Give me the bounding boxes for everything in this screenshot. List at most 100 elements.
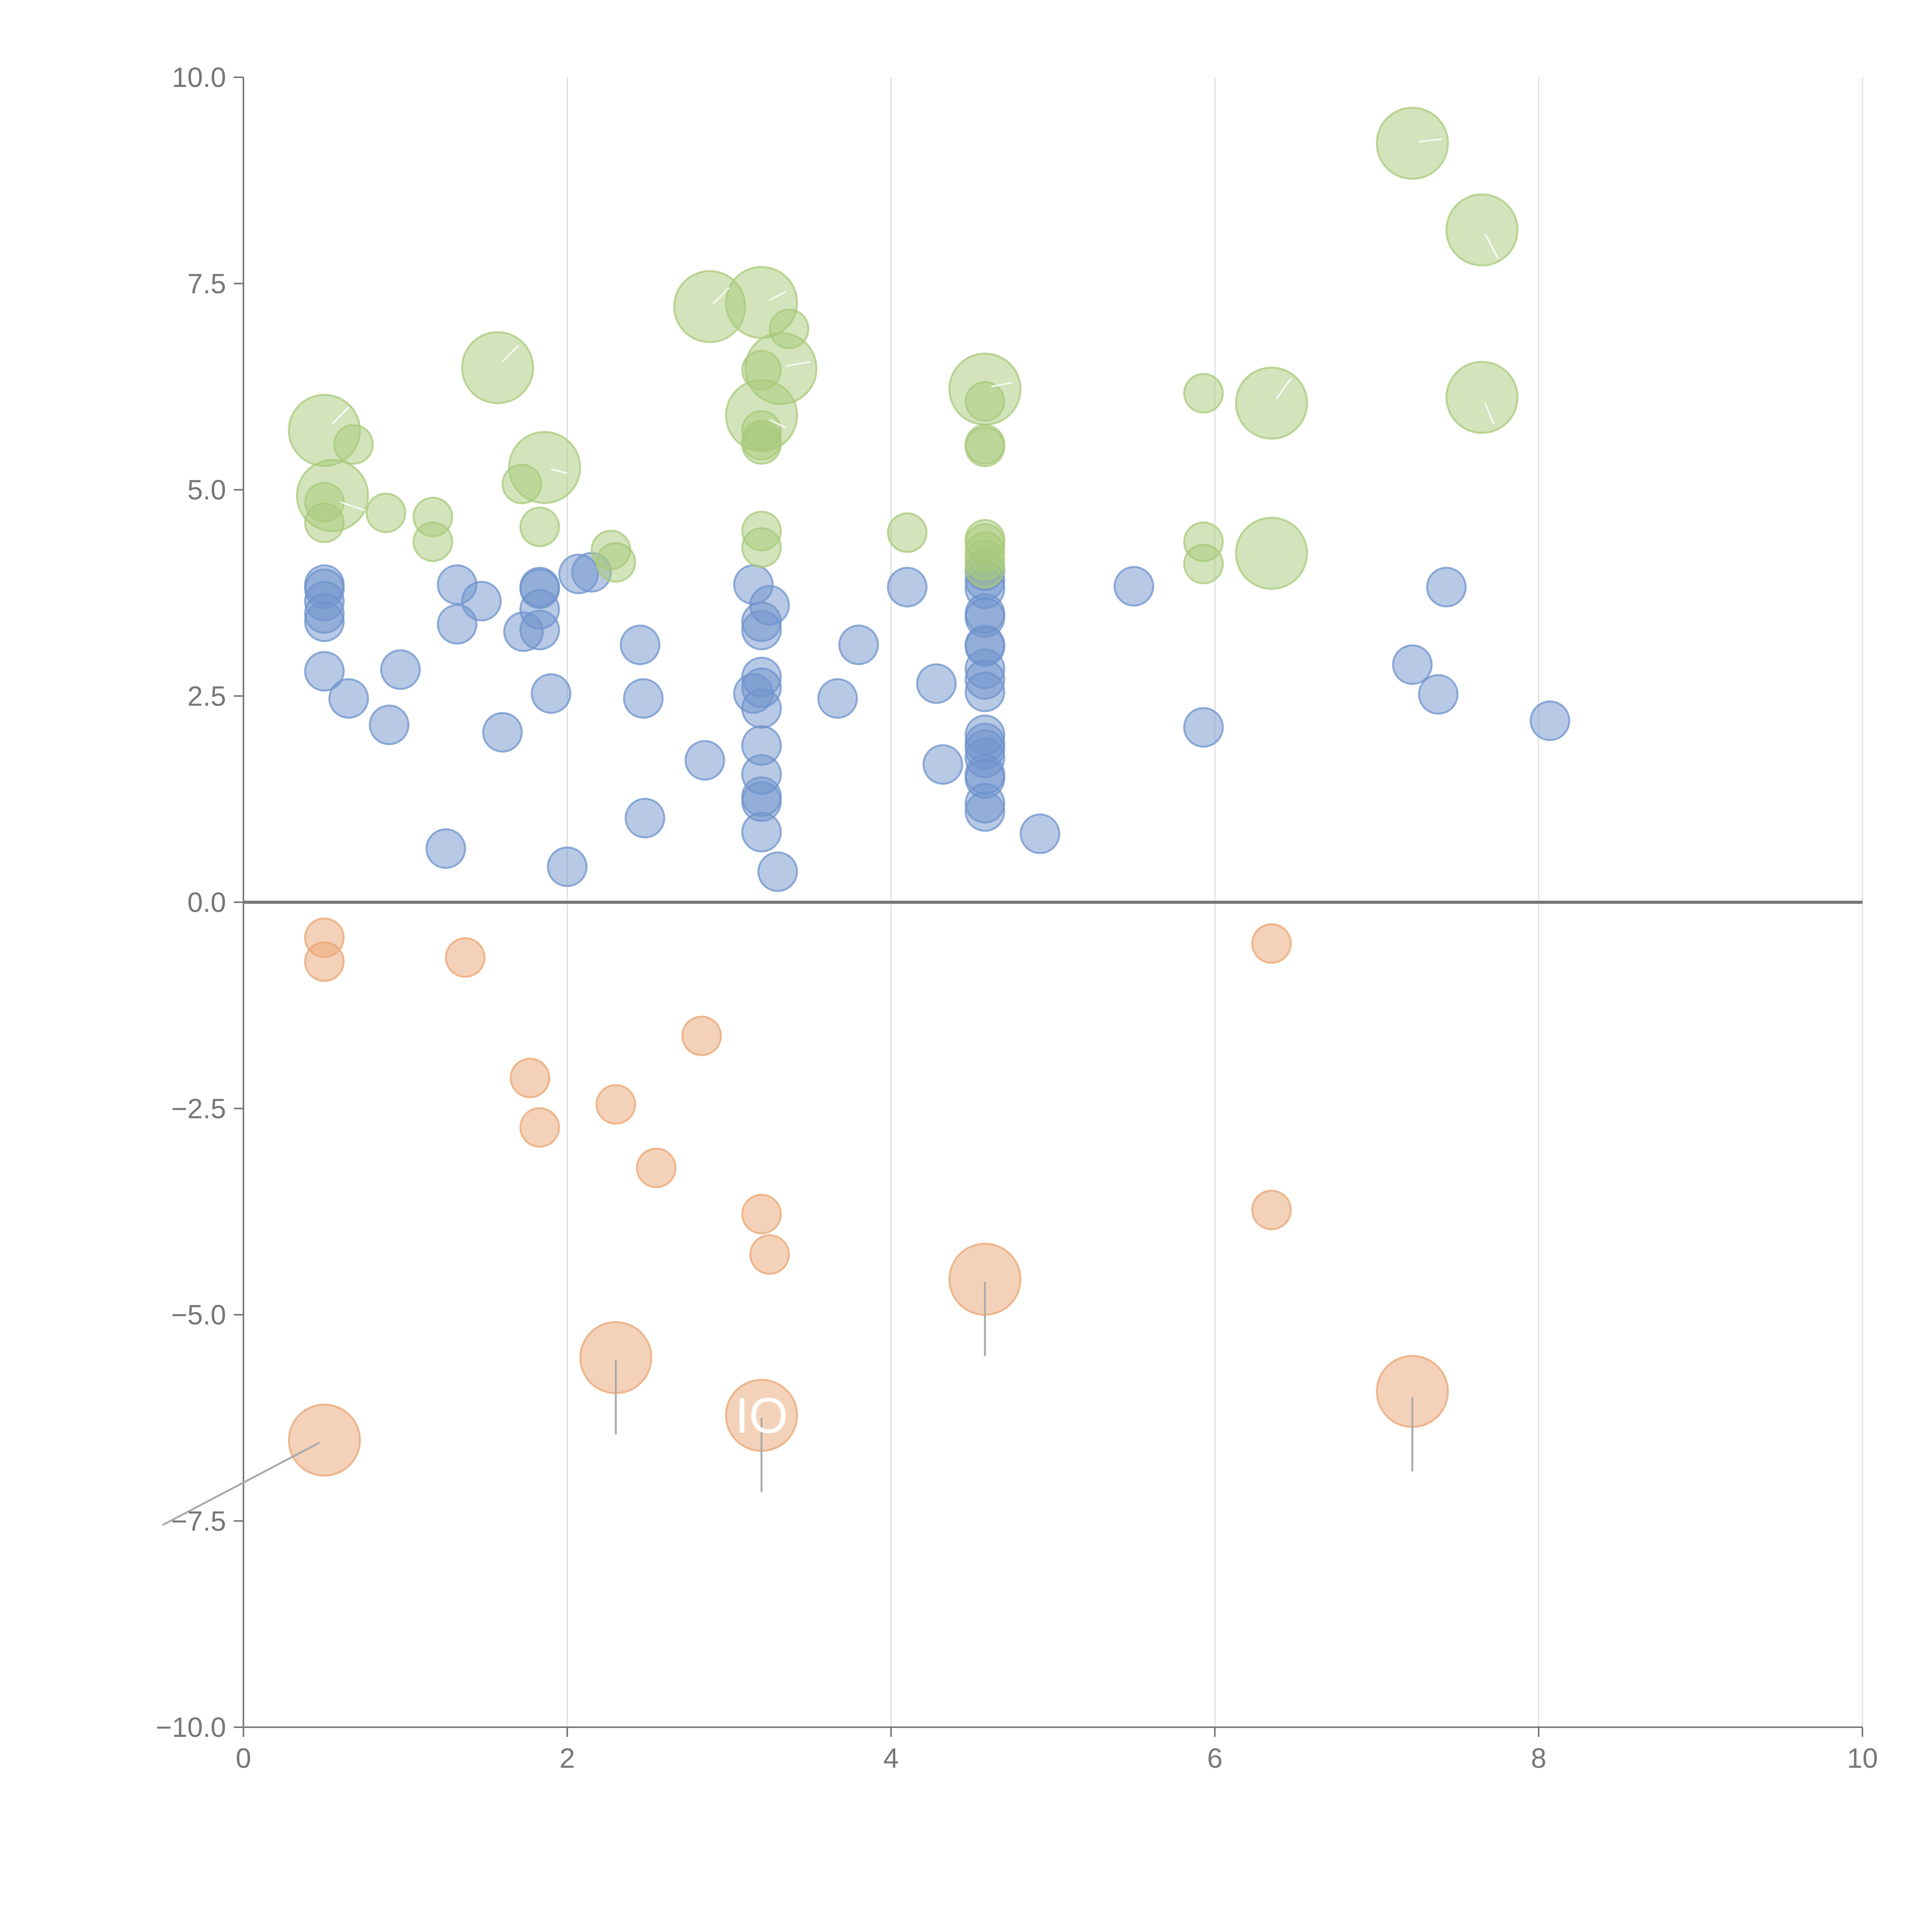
orange-bubble (741, 1194, 782, 1235)
blue-bubble (624, 798, 665, 838)
blue-bubble (519, 609, 560, 650)
blue-bubble (757, 851, 798, 892)
green-bubble (1445, 193, 1519, 267)
leader-line (551, 468, 568, 474)
x-tick-label: 4 (883, 1743, 899, 1774)
green-bubble (964, 548, 1005, 588)
orange-bubble (288, 1403, 361, 1477)
leader-line (340, 501, 365, 511)
leader-line (332, 406, 349, 425)
green-bubble (1183, 373, 1224, 414)
green-bubble (366, 492, 406, 533)
green-bubble (1235, 366, 1308, 440)
green-bubble (741, 424, 782, 465)
green-bubble (769, 308, 810, 349)
orange-bubble (595, 1084, 636, 1125)
blue-bubble (838, 624, 879, 665)
blue-bubble (461, 581, 502, 622)
bubble-annotation: IO (735, 1387, 788, 1444)
blue-bubble (741, 688, 782, 729)
x-tick-label: 6 (1207, 1743, 1223, 1774)
blue-bubble (1392, 644, 1433, 685)
green-bubble (1445, 361, 1519, 434)
y-tick-label: 5.0 (187, 475, 226, 506)
leader-lines (162, 138, 1499, 1526)
blue-bubble (741, 812, 782, 853)
y-tick-label: −5.0 (171, 1300, 226, 1331)
blue-bubble (380, 649, 421, 690)
green-bubble (964, 426, 1005, 467)
green-bubble (304, 502, 345, 543)
leader-line (502, 345, 519, 362)
blue-bubble (1114, 566, 1154, 607)
green-bubble (461, 331, 534, 405)
blue-bubble (916, 663, 957, 704)
orange-bubble (636, 1147, 677, 1188)
leader-line (769, 291, 786, 301)
green-bubble (508, 431, 581, 504)
y-tick-label: 0.0 (187, 887, 226, 918)
blue-bubble (922, 744, 963, 785)
x-tick-label: 2 (560, 1743, 575, 1774)
orange-bubble (681, 1015, 722, 1056)
blue-bubble (482, 712, 523, 753)
x-tick-label: 0 (236, 1743, 251, 1774)
blue-bubble (749, 585, 790, 626)
blue-bubble (328, 678, 369, 719)
blue-bubble (623, 678, 664, 719)
leader-line (162, 1442, 320, 1526)
orange-bubble (304, 941, 345, 982)
leader-line (769, 419, 786, 429)
orange-bubble (1251, 923, 1292, 964)
blue-bubble (304, 651, 345, 692)
blue-bubble (964, 791, 1005, 832)
green-bubble (1235, 517, 1308, 590)
blue-bubble (1183, 707, 1224, 748)
tick-labels: 0 2 4 6 8 10 10.0 7.5 5.0 2.5 0.0 −2.5 −5.0 −7.5 −10.0 (156, 62, 1878, 1774)
blue-bubble (1418, 674, 1459, 715)
y-tick-label: 10.0 (172, 62, 226, 93)
green-bubble (964, 381, 1005, 422)
blue-bubble (684, 740, 725, 781)
blue-bubble (1426, 566, 1467, 607)
blue-bubble (964, 672, 1005, 713)
blue-bubble (620, 624, 661, 665)
green-bubble (1376, 107, 1449, 180)
green-bubble (412, 521, 453, 562)
blue-bubble (817, 678, 858, 719)
blue-bubble (304, 601, 345, 642)
x-tick-label: 8 (1531, 1743, 1546, 1774)
orange-bubble (519, 1107, 560, 1148)
axes (234, 77, 1863, 1737)
y-tick-label: 2.5 (187, 681, 226, 712)
blue-bubble (369, 704, 410, 745)
leader-line (1484, 233, 1499, 259)
blue-bubble (1019, 813, 1060, 854)
blue-bubble (547, 846, 588, 887)
x-tick-label: 10 (1847, 1743, 1878, 1774)
bubbles (288, 107, 1570, 1477)
y-tick-label: −2.5 (171, 1094, 226, 1124)
green-bubble (887, 512, 928, 553)
green-bubble (741, 527, 782, 568)
leader-line (712, 287, 730, 305)
orange-bubble (445, 937, 486, 978)
orange-bubble (510, 1058, 551, 1099)
y-tick-label: 7.5 (187, 269, 226, 299)
leader-line (1484, 403, 1494, 424)
annotations: IO (735, 1387, 788, 1444)
leader-line (1276, 378, 1292, 400)
leader-line (991, 381, 1013, 388)
green-bubble (519, 507, 560, 548)
green-bubble (595, 542, 636, 583)
y-tick-label: −10.0 (156, 1712, 226, 1743)
y-tick-label: −7.5 (171, 1506, 226, 1537)
green-bubble (333, 424, 374, 465)
blue-bubble (425, 828, 466, 869)
green-bubble (1183, 544, 1224, 585)
blue-bubble (887, 566, 928, 607)
orange-bubble (749, 1234, 790, 1275)
blue-bubble (531, 673, 571, 714)
orange-bubble (1251, 1189, 1292, 1230)
